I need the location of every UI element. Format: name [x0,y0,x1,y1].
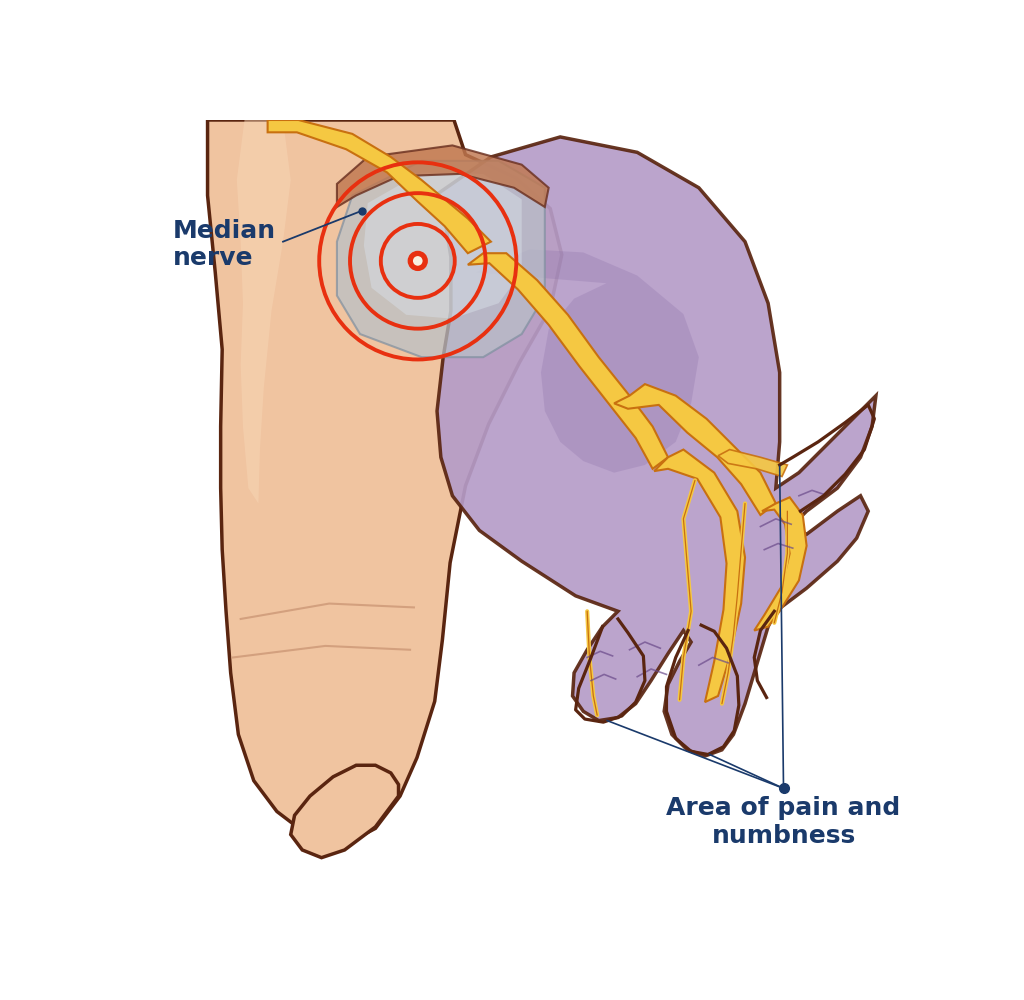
Text: Area of pain and
numbness: Area of pain and numbness [667,796,901,848]
Polygon shape [267,120,490,253]
Polygon shape [237,120,291,503]
Polygon shape [468,253,668,469]
Polygon shape [718,450,787,477]
Polygon shape [291,765,398,858]
Polygon shape [475,249,698,473]
Text: Median
nerve: Median nerve [173,219,276,270]
Polygon shape [208,120,562,844]
Polygon shape [755,497,807,631]
Polygon shape [654,450,745,702]
Circle shape [411,254,425,268]
Polygon shape [337,161,545,357]
Polygon shape [614,384,776,515]
Polygon shape [337,145,549,207]
Polygon shape [364,172,521,319]
Polygon shape [437,137,876,756]
